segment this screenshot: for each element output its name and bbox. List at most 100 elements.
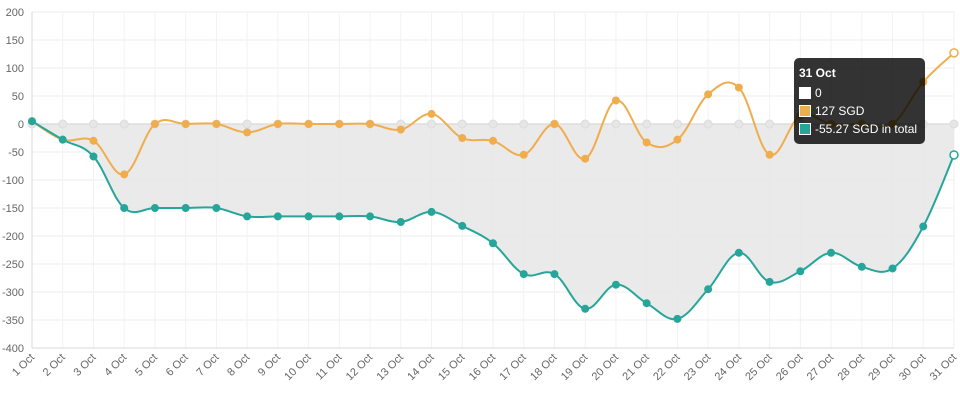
y-tick-label: -50 bbox=[8, 147, 24, 159]
series-total-point bbox=[519, 270, 528, 279]
y-tick-label: -150 bbox=[2, 203, 24, 215]
series-total-point bbox=[181, 204, 190, 212]
series-total-point bbox=[611, 280, 620, 289]
series-daily-point bbox=[366, 120, 375, 128]
x-tick-label: 28 Oct bbox=[836, 352, 867, 383]
x-tick-label: 13 Oct bbox=[375, 352, 406, 383]
series-total-point bbox=[150, 204, 159, 212]
series-total-area bbox=[32, 121, 954, 320]
series-total-point bbox=[89, 152, 98, 161]
y-tick-label: -200 bbox=[2, 231, 24, 243]
series-total-point bbox=[335, 212, 344, 221]
series-total-point bbox=[489, 239, 497, 248]
series-total-point bbox=[273, 212, 282, 221]
series-total-point bbox=[396, 218, 405, 226]
x-tick-label: 8 Oct bbox=[225, 352, 252, 379]
series-total-point bbox=[796, 267, 805, 276]
series-zero-point bbox=[88, 119, 98, 129]
series-daily-point bbox=[765, 150, 774, 159]
series-zero-point bbox=[457, 119, 467, 129]
series-daily-point bbox=[642, 138, 651, 147]
series-total-point bbox=[642, 299, 651, 308]
tooltip-text-daily: 127 SGD bbox=[815, 104, 865, 118]
series-total-point bbox=[857, 262, 866, 271]
y-tick-label: -300 bbox=[2, 287, 24, 299]
series-total-point bbox=[704, 285, 713, 294]
series-daily-point bbox=[949, 48, 959, 58]
y-tick-label: 200 bbox=[6, 7, 24, 19]
series-zero-point bbox=[734, 119, 744, 129]
series-daily-point bbox=[181, 120, 190, 128]
x-tick-label: 1 Oct bbox=[10, 352, 37, 379]
y-tick-label: -250 bbox=[2, 259, 24, 271]
tooltip-text-zero: 0 bbox=[815, 86, 822, 100]
series-total-point bbox=[888, 264, 897, 273]
y-tick-label: 100 bbox=[6, 63, 24, 75]
series-total-point bbox=[28, 117, 36, 126]
series-daily-point bbox=[458, 134, 467, 142]
series-total-point bbox=[243, 212, 252, 221]
series-daily-point bbox=[396, 125, 405, 134]
series-total-point bbox=[673, 314, 682, 323]
y-tick-label: -350 bbox=[2, 315, 24, 327]
tooltip-swatch-zero bbox=[799, 87, 811, 99]
tooltip-text-total: -55.27 SGD in total bbox=[815, 122, 918, 136]
x-tick-label: 9 Oct bbox=[256, 352, 283, 379]
series-total-point bbox=[458, 221, 467, 230]
x-tick-label: 18 Oct bbox=[528, 352, 559, 383]
series-zero-point bbox=[119, 119, 129, 129]
x-tick-label: 21 Oct bbox=[620, 352, 651, 383]
x-tick-label: 23 Oct bbox=[682, 352, 713, 383]
series-daily-point bbox=[120, 170, 129, 179]
x-tick-label: 30 Oct bbox=[897, 352, 928, 383]
series-daily-point bbox=[150, 120, 159, 128]
series-zero-point bbox=[672, 119, 682, 129]
x-tick-label: 16 Oct bbox=[467, 352, 498, 383]
series-total-point bbox=[304, 212, 313, 221]
series-zero-point bbox=[519, 119, 529, 129]
tooltip-swatch-daily bbox=[799, 105, 811, 117]
series-daily-point bbox=[273, 120, 282, 128]
series-daily-point bbox=[611, 96, 620, 105]
series-daily-point bbox=[519, 150, 528, 159]
series-zero-point bbox=[611, 119, 621, 129]
series-daily-point bbox=[550, 120, 559, 128]
series-total-point bbox=[827, 248, 836, 257]
x-tick-label: 25 Oct bbox=[743, 352, 774, 383]
series-total-point bbox=[58, 135, 67, 144]
series-daily-point bbox=[335, 120, 344, 128]
series-daily-point bbox=[704, 90, 713, 99]
series-daily-point bbox=[212, 120, 221, 128]
series-daily-point bbox=[304, 120, 313, 128]
chart-tooltip: 31 Oct 0 127 SGD -55.27 SGD in total bbox=[794, 58, 926, 144]
x-tick-label: 2 Oct bbox=[41, 352, 68, 379]
series-zero-point bbox=[580, 119, 590, 129]
x-tick-label: 10 Oct bbox=[282, 352, 313, 383]
y-tick-label: 0 bbox=[18, 119, 24, 131]
x-tick-label: 31 Oct bbox=[928, 352, 959, 383]
x-tick-label: 11 Oct bbox=[314, 352, 345, 383]
series-total-point bbox=[550, 270, 559, 279]
series-zero-point bbox=[488, 119, 498, 129]
tooltip-row-total: -55.27 SGD in total bbox=[799, 120, 917, 138]
series-zero-point bbox=[58, 119, 68, 129]
series-zero-point bbox=[765, 119, 775, 129]
series-total-point bbox=[427, 207, 436, 216]
series-total-point bbox=[765, 277, 774, 286]
x-tick-label: 5 Oct bbox=[133, 352, 160, 379]
x-tick-label: 22 Oct bbox=[651, 352, 682, 383]
y-tick-label: 150 bbox=[6, 35, 24, 47]
series-zero-point bbox=[242, 119, 252, 129]
x-tick-label: 15 Oct bbox=[436, 352, 467, 383]
tooltip-title: 31 Oct bbox=[799, 66, 836, 80]
tooltip-row-zero: 0 bbox=[799, 84, 917, 102]
series-total-point bbox=[212, 204, 221, 212]
series-daily-point bbox=[427, 109, 436, 118]
x-tick-label: 3 Oct bbox=[72, 352, 99, 379]
x-tick-label: 26 Oct bbox=[774, 352, 805, 383]
series-zero-point bbox=[703, 119, 713, 129]
series-daily-point bbox=[89, 136, 98, 145]
series-total-point bbox=[949, 150, 959, 160]
x-tick-label: 29 Oct bbox=[866, 352, 897, 383]
